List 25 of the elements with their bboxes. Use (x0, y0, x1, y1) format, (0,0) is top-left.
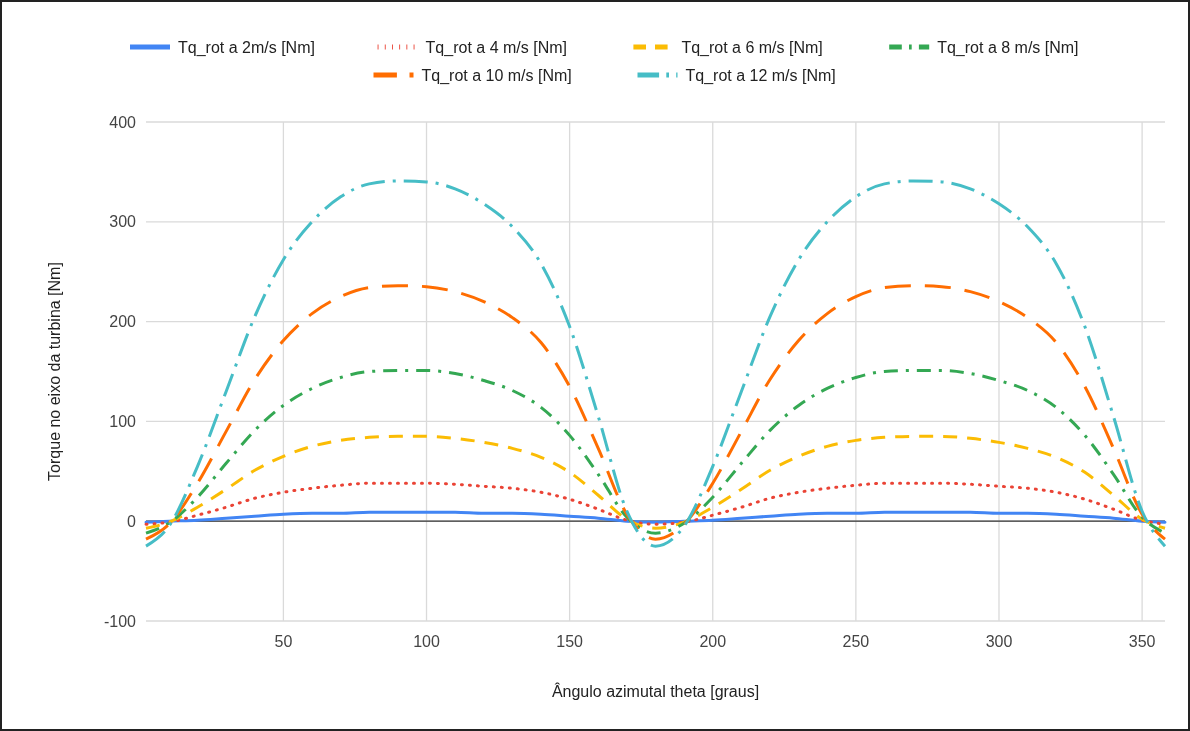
line-series (144, 284, 1167, 541)
legend-label: Tq_rot a 10 m/s [Nm] (421, 66, 572, 85)
x-axis-title: Ângulo azimutal theta [graus] (551, 682, 760, 700)
legend-label: Tq_rot a 12 m/s [Nm] (685, 66, 836, 85)
y-tick-label: 100 (109, 413, 137, 430)
y-tick-label: 400 (109, 113, 137, 131)
line-series (144, 434, 1167, 530)
y-axis-title: Torque no eixo da turbina [Nm] (46, 262, 63, 481)
y-tick-label: -100 (103, 612, 137, 630)
x-tick-label: 250 (842, 633, 870, 650)
x-tick-label: 200 (699, 633, 727, 650)
x-tick-label: 150 (556, 633, 584, 650)
x-tick-label: 350 (1128, 633, 1156, 650)
legend-label: Tq_rot a 4 m/s [Nm] (425, 38, 567, 57)
legend-label: Tq_rot a 2m/s [Nm] (178, 38, 315, 57)
y-tick-label: 200 (109, 313, 137, 331)
x-tick-label: 100 (413, 633, 440, 650)
x-tick-label: 300 (985, 633, 1013, 650)
line-series (144, 510, 1167, 524)
y-tick-label: 0 (127, 512, 137, 530)
legend-label: Tq_rot a 8 m/s [Nm] (937, 38, 1079, 57)
legend-label: Tq_rot a 6 m/s [Nm] (681, 38, 823, 57)
x-tick-label: 50 (274, 633, 293, 650)
line-series (144, 179, 1167, 548)
y-tick-label: 300 (109, 213, 137, 231)
